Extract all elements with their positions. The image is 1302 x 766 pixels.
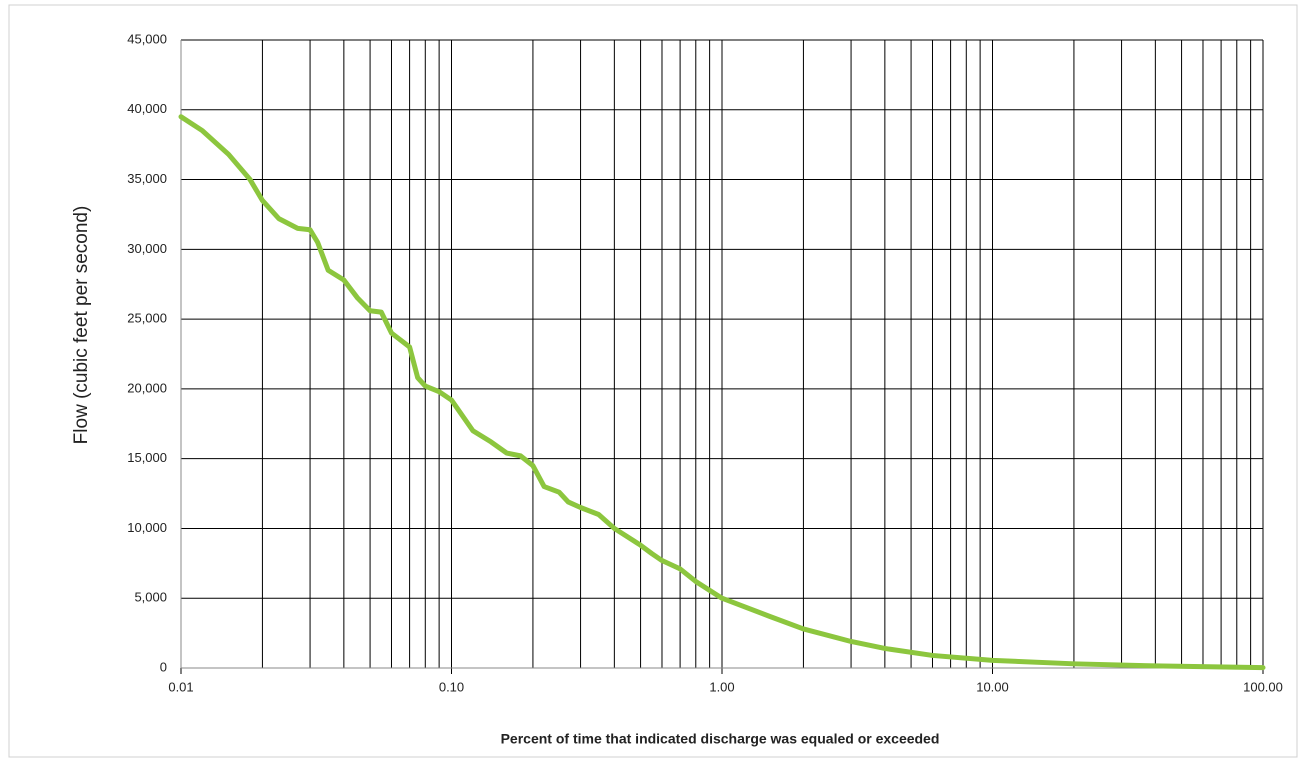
y-tick-label: 20,000: [127, 380, 167, 395]
y-tick-label: 35,000: [127, 171, 167, 186]
y-tick-label: 45,000: [127, 31, 167, 46]
data-line: [178, 114, 1266, 671]
y-tick-label: 5,000: [134, 590, 167, 605]
y-tick-label: 0: [160, 659, 167, 674]
y-tick-label: 25,000: [127, 311, 167, 326]
x-tick-label: 10.00: [976, 679, 1009, 694]
y-tick-label: 30,000: [127, 241, 167, 256]
y-tick-label: 10,000: [127, 520, 167, 535]
y-axis-label: Flow (cubic feet per second): [71, 206, 92, 445]
frame: [8, 4, 1298, 758]
x-axis-label: Percent of time that indicated discharge…: [501, 731, 940, 747]
x-tick-label: 100.00: [1243, 679, 1283, 694]
x-tick-label: 1.00: [709, 679, 734, 694]
y-tick-label: 15,000: [127, 450, 167, 465]
x-tick-label: 0.10: [439, 679, 464, 694]
x-tick-label: 0.01: [168, 679, 193, 694]
y-tick-label: 40,000: [127, 101, 167, 116]
